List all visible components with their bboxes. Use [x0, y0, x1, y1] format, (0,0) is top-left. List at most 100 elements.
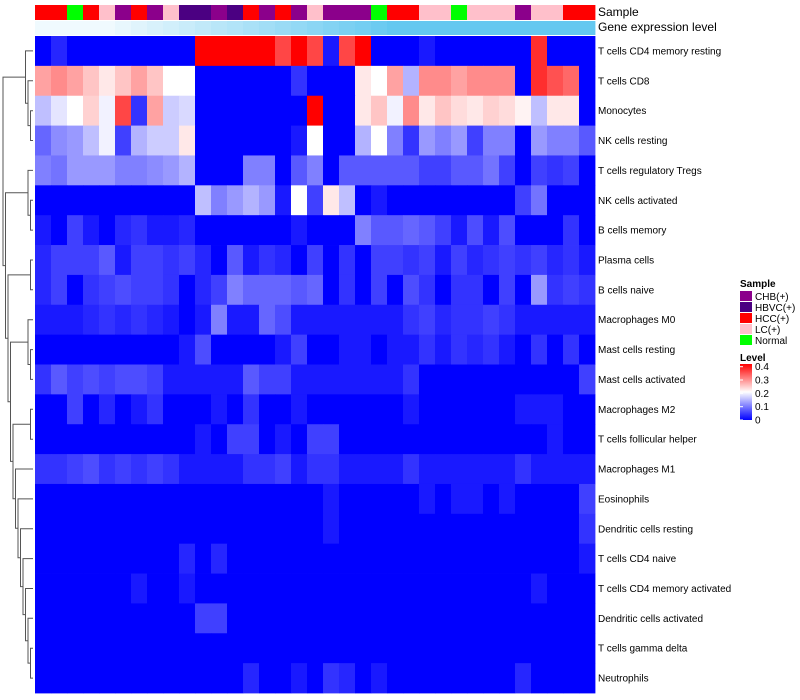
heatmap-cell: [403, 573, 420, 604]
heatmap-cell: [547, 36, 564, 67]
heatmap-cell: [371, 633, 388, 664]
heatmap-cell: [307, 274, 324, 306]
heatmap-cell: [211, 215, 228, 246]
heatmap-cell: [467, 483, 484, 515]
dendrogram-branch: [30, 259, 33, 291]
heatmap-cell: [83, 334, 100, 365]
sample-annotation-cell: [531, 5, 548, 20]
heatmap-cell: [515, 274, 532, 306]
heatmap-cell: [275, 543, 292, 574]
heatmap-cell: [51, 185, 68, 216]
heatmap-cell: [195, 65, 212, 97]
heatmap-cell: [451, 304, 468, 336]
heatmap-cell: [547, 424, 564, 455]
heatmap-cell: [35, 513, 52, 545]
heatmap-cell: [387, 424, 404, 455]
heatmap-cell: [451, 334, 468, 365]
heatmap-cell: [83, 603, 100, 634]
heatmap-cell: [211, 573, 228, 604]
heatmap-cell: [419, 483, 436, 515]
sample-annotation-label: Sample: [598, 5, 639, 19]
heatmap-cell: [563, 513, 580, 545]
heatmap-cell: [547, 274, 564, 306]
heatmap-cell: [275, 663, 292, 694]
heatmap-cell: [323, 394, 340, 425]
heatmap-cell: [499, 185, 516, 216]
heatmap-cell: [147, 603, 164, 634]
sample-legend: Sample CHB(+)HBVC(+)HCC(+)LC(+)Normal: [740, 279, 795, 347]
heatmap-cell: [547, 394, 564, 425]
heatmap-cell: [419, 215, 436, 246]
heatmap-cell: [163, 513, 180, 545]
row-label: Dendritic cells activated: [598, 614, 703, 625]
heatmap-cell: [419, 573, 436, 604]
heatmap-cell: [531, 125, 548, 156]
heatmap-cell: [579, 573, 596, 604]
heatmap-cell: [259, 633, 276, 664]
heatmap-cell: [163, 603, 180, 634]
heatmap-cell: [387, 155, 404, 186]
heatmap-cell: [483, 573, 500, 604]
heatmap-cell: [211, 245, 228, 276]
heatmap-cell: [35, 454, 52, 485]
heatmap-cell: [547, 513, 564, 545]
heatmap-cell: [563, 304, 580, 336]
heatmap-cell: [323, 304, 340, 336]
heatmap-cell: [339, 454, 356, 485]
heatmap-cell: [67, 334, 84, 365]
heatmap-cell: [435, 185, 452, 216]
heatmap-cell: [147, 65, 164, 97]
heatmap-cell: [483, 95, 500, 126]
heatmap-cell: [227, 125, 244, 156]
heatmap-cell: [291, 424, 308, 455]
heatmap-cell: [483, 304, 500, 336]
heatmap-cell: [35, 394, 52, 425]
heatmap-cell: [99, 513, 116, 545]
heatmap-cell: [259, 95, 276, 126]
sample-annotation-cell: [195, 5, 212, 20]
sample-annotation-cell: [83, 5, 100, 20]
heatmap-cell: [67, 424, 84, 455]
heatmap-cell: [579, 454, 596, 485]
sample-annotation-cell: [291, 5, 308, 20]
sample-annotation-cell: [387, 5, 404, 20]
row-label: NK cells activated: [598, 196, 677, 207]
heatmap-cell: [147, 95, 164, 126]
heatmap-cell: [99, 483, 116, 515]
gene-expression-annotation-cell: [35, 21, 52, 35]
gene-expression-annotation-cell: [243, 21, 260, 35]
heatmap-cell: [499, 215, 516, 246]
heatmap-cell: [323, 454, 340, 485]
gene-expression-annotation-cell: [227, 21, 244, 35]
heatmap-cell: [515, 155, 532, 186]
heatmap-cell: [579, 663, 596, 694]
heatmap-cell: [563, 573, 580, 604]
heatmap-cell: [387, 95, 404, 126]
heatmap-cell: [531, 454, 548, 485]
heatmap-cell: [83, 274, 100, 306]
heatmap-cell: [451, 513, 468, 545]
sample-annotation-cell: [435, 5, 452, 20]
heatmap-cell: [355, 125, 372, 156]
sample-legend-title: Sample: [740, 279, 776, 290]
gene-expression-annotation-cell: [131, 21, 148, 35]
heatmap-cell: [547, 543, 564, 574]
heatmap-cell: [435, 603, 452, 634]
heatmap-cell: [131, 454, 148, 485]
heatmap-cell: [275, 364, 292, 395]
heatmap-cell: [67, 633, 84, 664]
heatmap-cell: [515, 334, 532, 365]
heatmap-cell: [579, 215, 596, 246]
heatmap-cell: [371, 215, 388, 246]
heatmap-cell: [355, 633, 372, 664]
heatmap-cell: [515, 304, 532, 336]
heatmap-cell: [387, 394, 404, 425]
heatmap-cell: [371, 573, 388, 604]
heatmap-cell: [211, 95, 228, 126]
heatmap-cell: [83, 185, 100, 216]
sample-legend-swatch: [740, 324, 752, 334]
heatmap-cell: [499, 454, 516, 485]
heatmap-cell: [51, 274, 68, 306]
heatmap-cell: [355, 513, 372, 545]
heatmap-cell: [307, 394, 324, 425]
